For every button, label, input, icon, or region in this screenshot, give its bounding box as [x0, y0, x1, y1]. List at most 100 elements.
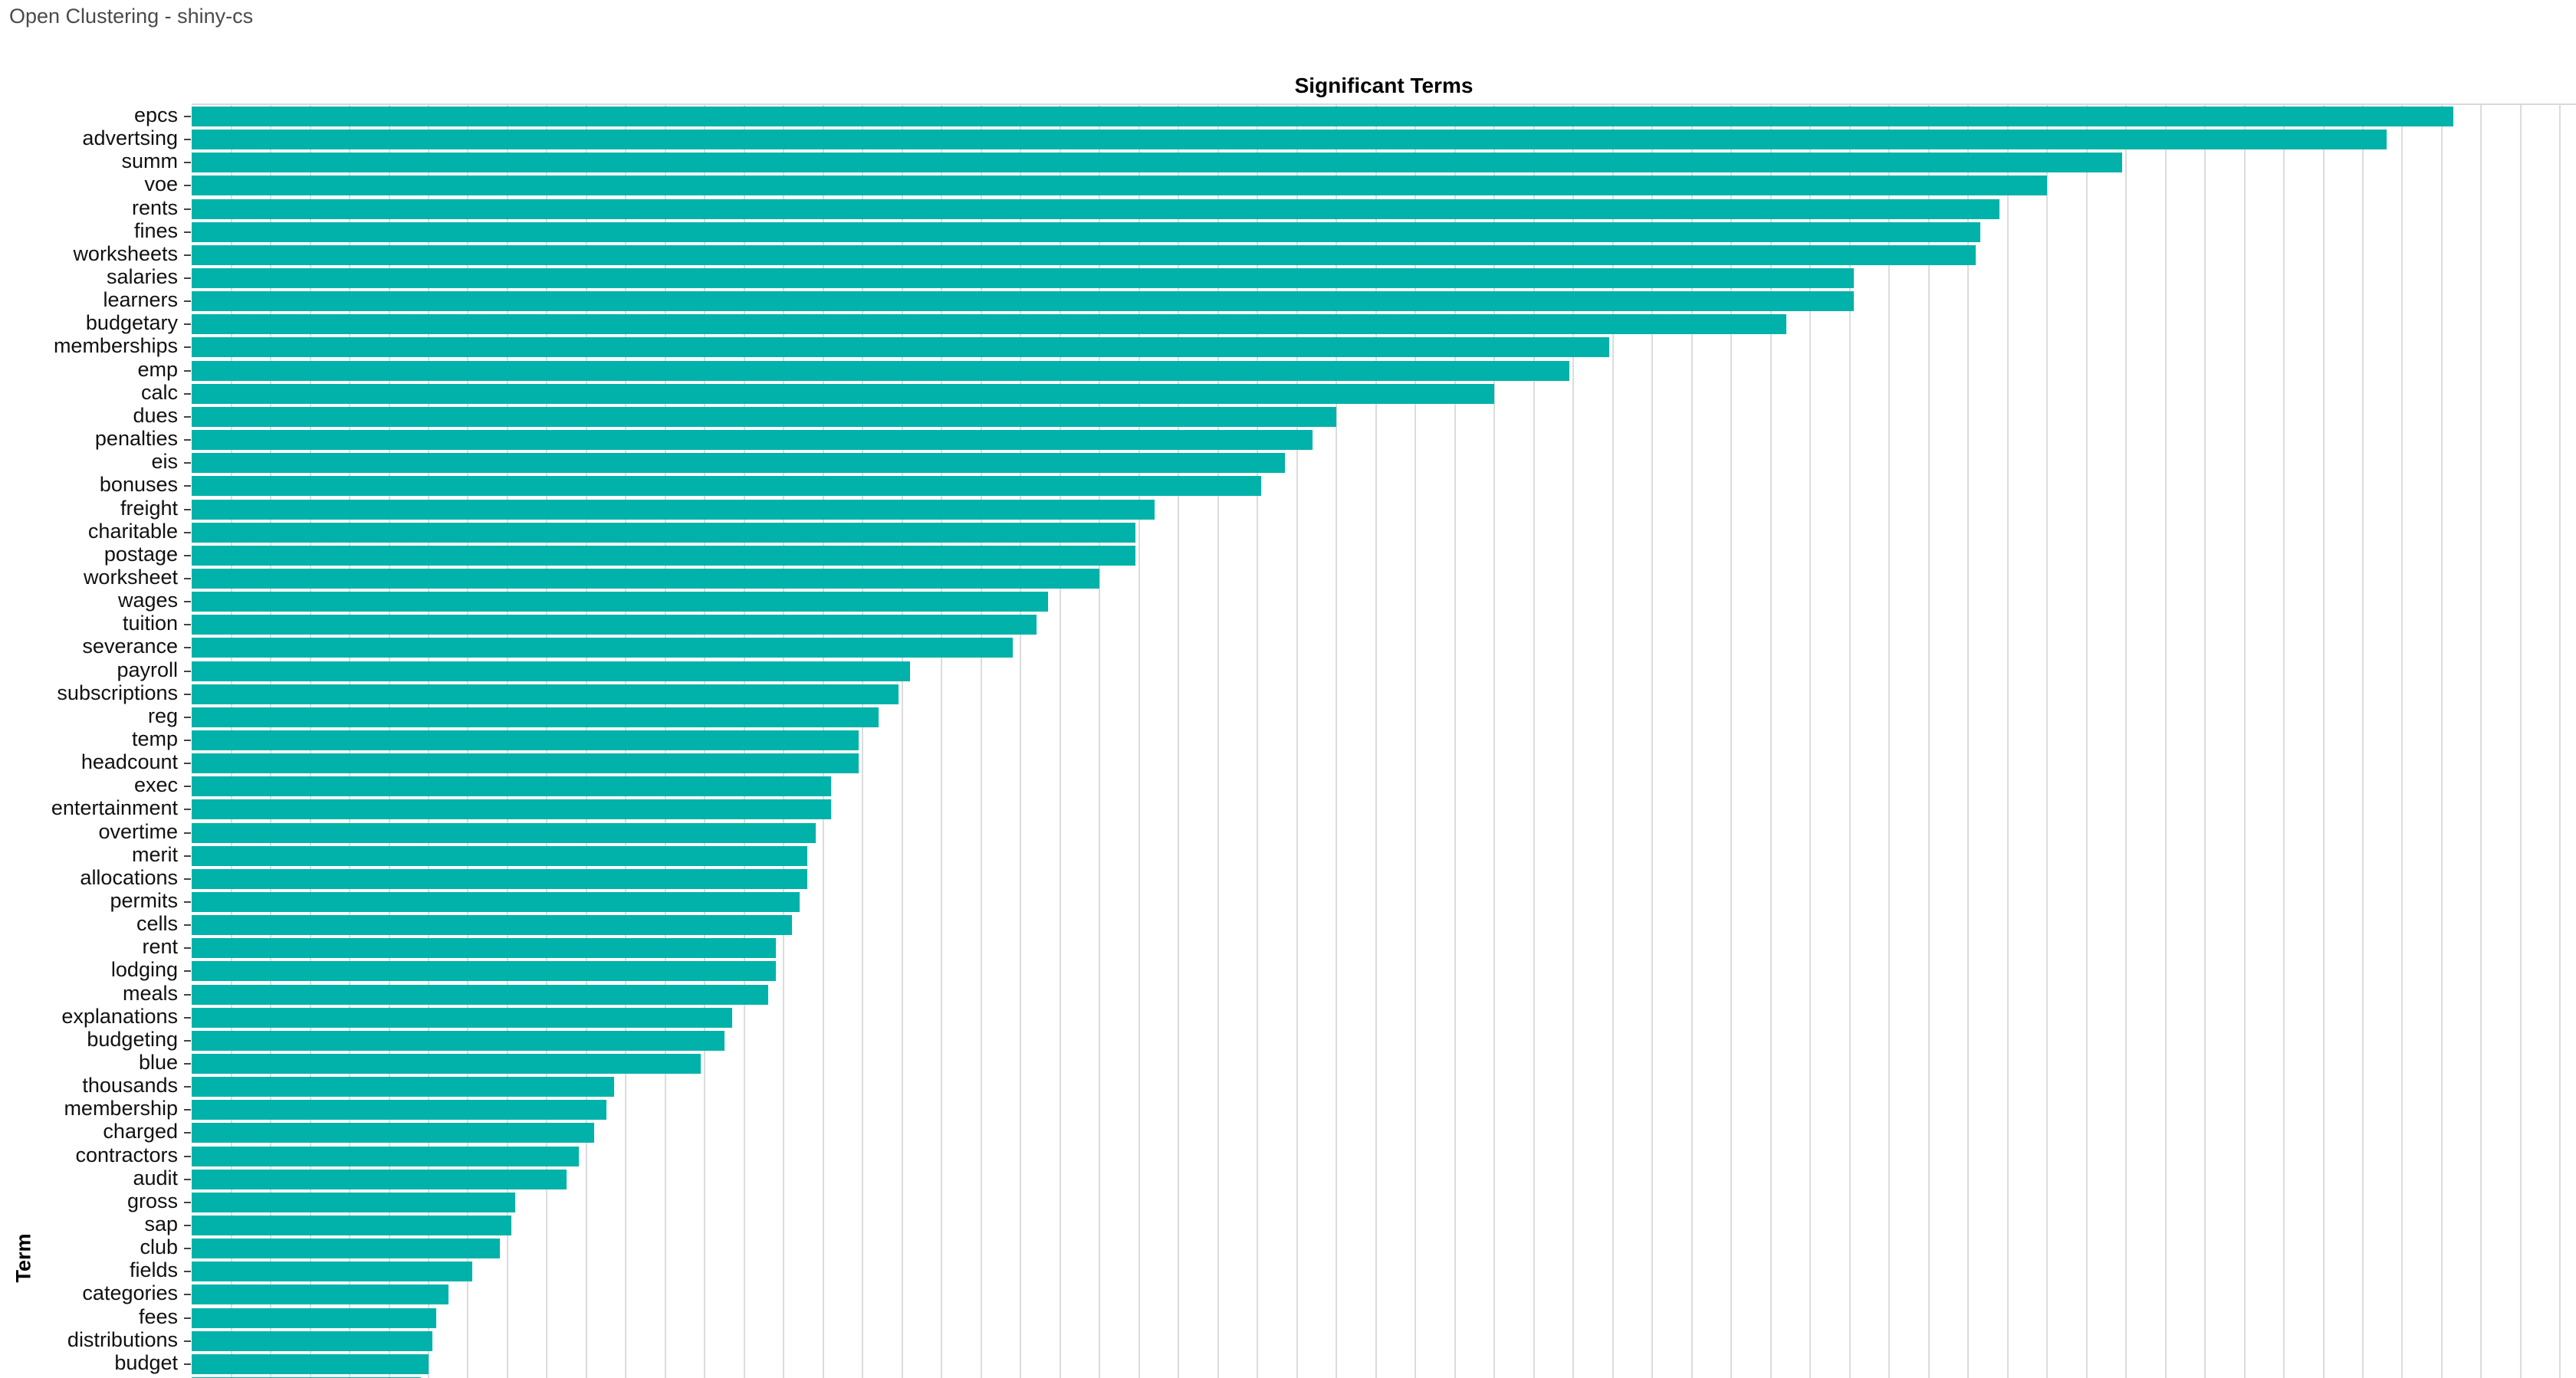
bar-temp[interactable]	[192, 730, 859, 750]
bar-overtime[interactable]	[192, 822, 816, 843]
bar-emp[interactable]	[192, 360, 1569, 381]
bar-categories[interactable]	[192, 1284, 449, 1305]
y-tick-mark	[184, 1294, 191, 1296]
bar-tuition[interactable]	[192, 615, 1037, 635]
y-tick-label: charitable	[87, 519, 178, 543]
y-tick-mark	[184, 670, 191, 672]
bar-voe[interactable]	[192, 176, 2047, 196]
bar-gross[interactable]	[192, 1192, 516, 1212]
bar-explanations[interactable]	[192, 1007, 733, 1028]
y-tick-label: emp	[137, 357, 178, 381]
y-tick-label: permits	[110, 888, 178, 912]
bar-permits[interactable]	[192, 891, 800, 912]
bar-budget[interactable]	[192, 1353, 429, 1374]
y-tick-mark	[184, 139, 191, 141]
x-gridline	[2125, 105, 2127, 1378]
bar-club[interactable]	[192, 1239, 500, 1259]
x-gridline	[1375, 105, 1377, 1378]
bar-salaries[interactable]	[192, 268, 1854, 288]
y-tick-label: blue	[138, 1050, 178, 1074]
x-gridline	[980, 105, 982, 1378]
bar-entertainment[interactable]	[192, 799, 832, 820]
bar-dues[interactable]	[192, 406, 1337, 427]
x-gridline	[2519, 105, 2522, 1378]
bar-budgetary[interactable]	[192, 314, 1787, 335]
y-tick-label: subscriptions	[57, 681, 178, 704]
bar-payroll[interactable]	[192, 661, 911, 681]
bar-rents[interactable]	[192, 198, 2000, 219]
bar-epcs[interactable]	[192, 107, 2454, 126]
bar-fees[interactable]	[192, 1307, 437, 1328]
bar-freight[interactable]	[192, 499, 1155, 520]
y-tick-mark	[184, 624, 191, 626]
bar-exec[interactable]	[192, 776, 832, 797]
bar-meals[interactable]	[192, 984, 768, 1005]
bar-charged[interactable]	[192, 1123, 595, 1143]
bar-postage[interactable]	[192, 545, 1135, 566]
y-tick-mark	[184, 392, 191, 395]
bar-charitable[interactable]	[192, 522, 1135, 543]
bar-calc[interactable]	[192, 383, 1495, 404]
bar-bonuses[interactable]	[192, 476, 1262, 497]
bar-budgeting[interactable]	[192, 1030, 725, 1051]
bar-memberships[interactable]	[192, 337, 1609, 358]
bar-eis[interactable]	[192, 453, 1286, 474]
y-tick-mark	[184, 878, 191, 880]
bar-distributions[interactable]	[192, 1330, 433, 1351]
y-tick-mark	[184, 1225, 191, 1226]
y-tick-label: penalties	[94, 427, 178, 450]
bar-rent[interactable]	[192, 938, 777, 959]
x-gridline	[1257, 105, 1259, 1378]
bar-membership[interactable]	[192, 1100, 606, 1120]
bar-contractors[interactable]	[192, 1146, 579, 1166]
bar-blue[interactable]	[192, 1053, 702, 1074]
y-tick-mark	[184, 947, 191, 950]
bar-reg[interactable]	[192, 707, 879, 727]
x-gridline	[1493, 105, 1496, 1378]
bar-fines[interactable]	[192, 221, 1980, 242]
bar-worksheets[interactable]	[192, 244, 1976, 265]
y-tick-mark	[184, 162, 191, 164]
x-gridline	[1967, 105, 1970, 1378]
bar-cells[interactable]	[192, 915, 792, 936]
bar-penalties[interactable]	[192, 430, 1313, 450]
y-tick-label: overtime	[98, 819, 178, 843]
y-tick-label: budget	[114, 1350, 178, 1374]
x-gridline	[1059, 105, 1061, 1378]
bar-severance[interactable]	[192, 638, 1013, 658]
y-tick-mark	[184, 439, 191, 441]
y-tick-label: memberships	[53, 334, 178, 358]
y-tick-label: lodging	[110, 958, 178, 982]
bar-worksheet[interactable]	[192, 568, 1100, 589]
y-tick-mark	[184, 254, 191, 256]
y-tick-mark	[184, 647, 191, 649]
bar-advertsing[interactable]	[192, 130, 2387, 150]
bar-subscriptions[interactable]	[192, 684, 899, 704]
bar-learners[interactable]	[192, 291, 1854, 312]
bar-audit[interactable]	[192, 1169, 567, 1189]
bar-headcount[interactable]	[192, 753, 859, 774]
bar-thousands[interactable]	[192, 1077, 614, 1097]
bar-lodging[interactable]	[192, 961, 777, 982]
bar-allocations[interactable]	[192, 868, 808, 889]
y-tick-label: allocations	[80, 865, 178, 889]
bar-summ[interactable]	[192, 153, 2122, 173]
bar-merit[interactable]	[192, 845, 808, 866]
bar-fields[interactable]	[192, 1262, 472, 1282]
y-tick-label: voe	[144, 172, 178, 196]
y-tick-mark	[184, 346, 191, 349]
x-gridline	[2204, 105, 2206, 1378]
bar-sap[interactable]	[192, 1216, 512, 1235]
y-tick-label: audit	[133, 1166, 178, 1189]
y-tick-mark	[184, 185, 191, 187]
x-gridline	[2164, 105, 2167, 1378]
y-axis-labels: epcs advertsing summ voe rents fines worksheet…	[0, 103, 192, 1378]
y-tick-label: tuition	[122, 612, 178, 635]
bar-wages[interactable]	[192, 592, 1049, 612]
y-tick-mark	[184, 231, 191, 233]
y-tick-label: fees	[138, 1304, 178, 1328]
y-tick-label: gross	[127, 1189, 178, 1212]
y-tick-mark	[184, 116, 191, 117]
y-tick-label: postage	[104, 542, 178, 566]
y-tick-label: thousands	[82, 1074, 178, 1097]
